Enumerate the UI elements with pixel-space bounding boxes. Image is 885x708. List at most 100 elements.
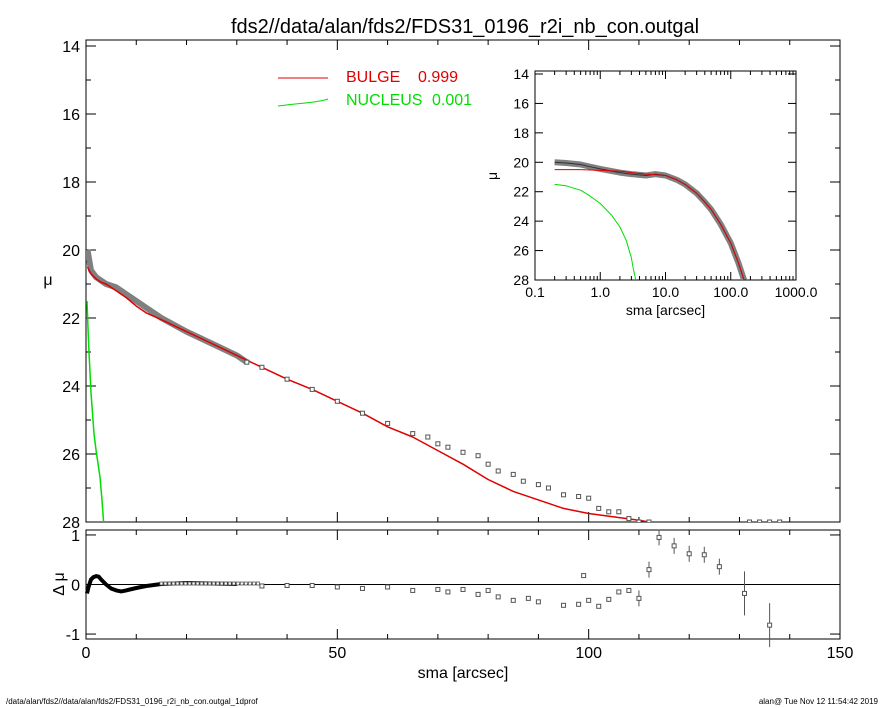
res-point	[646, 567, 652, 573]
res-point	[636, 595, 642, 601]
inset-x-tick-label: 1000.0	[775, 284, 818, 300]
data-point	[425, 434, 431, 440]
data-point	[485, 461, 491, 467]
inset-x-tick-label: 1.0	[591, 284, 611, 300]
res-x-tick-label: 0	[82, 645, 91, 662]
data-point	[475, 453, 481, 459]
res-point-dense	[251, 581, 256, 586]
inset-y-tick-label: 18	[513, 125, 529, 141]
res-y-tick-label: 1	[71, 528, 80, 545]
res-point	[445, 589, 451, 595]
res-point-dense	[256, 581, 260, 586]
nucleus-curve	[86, 300, 105, 522]
res-point	[701, 552, 707, 558]
inset-x-tick-label: 100.0	[713, 284, 748, 300]
res-point	[671, 543, 677, 549]
data-point	[259, 364, 265, 370]
res-point	[485, 587, 491, 593]
res-point	[284, 582, 290, 588]
legend-bulge-label: BULGE	[346, 69, 400, 86]
data-point	[626, 516, 632, 522]
data-point	[520, 478, 526, 484]
data-point	[777, 519, 783, 522]
data-point	[334, 398, 340, 404]
legend-nucleus-label: NUCLEUS	[346, 92, 422, 109]
main-y-tick-label: 26	[62, 447, 80, 464]
res-point-dense	[215, 581, 220, 586]
res-point-dense	[191, 581, 196, 586]
res-point	[475, 591, 481, 597]
main-y-tick-label: 22	[62, 311, 80, 328]
res-y-tick-label: 0	[71, 578, 80, 595]
res-point	[385, 584, 391, 590]
inset-plot-area	[554, 159, 747, 280]
inset-x-axis-label: sma [arcsec]	[626, 302, 705, 318]
inset-y-tick-label: 26	[513, 243, 529, 259]
data-point	[435, 441, 441, 447]
res-point	[581, 573, 587, 579]
data-point	[561, 492, 567, 498]
inset-y-tick-label: 24	[513, 213, 529, 229]
res-point-dense	[159, 581, 164, 586]
res-point	[686, 551, 692, 557]
data-point	[545, 485, 551, 491]
res-point	[561, 602, 567, 608]
res-point-dense	[247, 581, 252, 586]
res-point	[259, 583, 265, 589]
res-point	[586, 597, 592, 603]
res-point-dense	[167, 581, 172, 586]
data-point	[616, 509, 622, 515]
res-point	[435, 586, 441, 592]
data-point	[636, 519, 642, 522]
res-point-dense	[235, 581, 240, 586]
res-point-dense	[227, 581, 232, 586]
res-point	[309, 582, 315, 588]
res-point-dense	[219, 581, 224, 586]
data-point	[244, 359, 250, 365]
inset-x-tick-label: 0.1	[525, 284, 545, 300]
main-y-tick-label: 14	[62, 39, 80, 56]
res-point	[535, 599, 541, 605]
main-y-tick-label: 28	[62, 515, 80, 532]
legend-bulge-value: 0.999	[418, 69, 458, 86]
res-point	[606, 596, 612, 602]
res-point	[495, 594, 501, 600]
data-point	[410, 431, 416, 437]
data-point	[309, 386, 315, 392]
inset-y-tick-label: 16	[513, 95, 529, 111]
res-point-dense	[207, 581, 212, 586]
res-point	[334, 584, 340, 590]
inset-x-tick-label: 10.0	[652, 284, 679, 300]
res-point	[576, 601, 582, 607]
res-point-dense	[163, 581, 168, 586]
data-point	[284, 376, 290, 382]
main-plot: 14 16 18 20 22 24 26 28 μ	[43, 39, 841, 532]
res-y-axis-label: Δ μ	[51, 572, 68, 595]
data-point	[460, 449, 466, 455]
data-point	[596, 505, 602, 511]
data-point	[535, 482, 541, 488]
inset-y-tick-label: 22	[513, 184, 529, 200]
inset-bulge-curve	[554, 169, 745, 280]
main-plot-area	[86, 249, 783, 522]
res-point	[359, 585, 365, 591]
res-point-dense	[231, 581, 236, 586]
inset-plot: 14 16 18 20 22 24 26 280.1 1.0 10.0 100.0 1000.0 sma…	[484, 66, 818, 318]
data-point	[747, 519, 753, 522]
res-point-dense	[211, 581, 216, 586]
legend: BULGE 0.999 NUCLEUS 0.001	[277, 69, 472, 109]
footer-right: alan@ Tue Nov 12 11:54:42 2019	[759, 697, 879, 706]
res-point-dense	[239, 581, 244, 586]
data-point	[757, 519, 763, 522]
inset-y-tick-label: 20	[513, 154, 529, 170]
chart-title: fds2//data/alan/fds2/FDS31_0196_r2i_nb_c…	[231, 16, 699, 38]
res-point-dense	[243, 581, 248, 586]
res-point-dense	[199, 581, 204, 586]
main-y-tick-label: 20	[62, 243, 80, 260]
res-point	[410, 587, 416, 593]
res-point-dense	[187, 581, 192, 586]
res-point	[460, 586, 466, 592]
res-point	[626, 587, 632, 593]
